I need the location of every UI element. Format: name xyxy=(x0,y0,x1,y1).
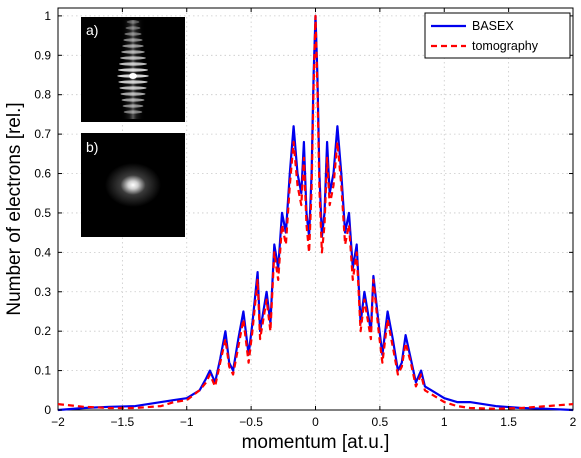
fringe-center xyxy=(129,73,137,79)
x-tick-label: 1 xyxy=(441,415,448,429)
fringe xyxy=(117,68,149,72)
x-tick-label: 0.5 xyxy=(372,415,389,429)
fringe xyxy=(119,86,147,90)
fringe xyxy=(125,26,141,30)
inset-image-b: b) xyxy=(81,133,185,237)
inset-label-a: a) xyxy=(86,22,98,38)
legend-label-basex: BASEX xyxy=(472,19,514,33)
y-tick-label: 0.4 xyxy=(34,245,51,259)
fringe xyxy=(120,56,146,60)
x-axis-label: momentum [at.u.] xyxy=(242,432,390,453)
inset-image-a: a) xyxy=(81,17,185,122)
fringe xyxy=(118,80,148,84)
y-tick-label: 0.3 xyxy=(34,285,51,299)
fringe xyxy=(123,110,143,114)
x-tick-label: −2 xyxy=(51,415,65,429)
fringe xyxy=(121,50,145,54)
x-tick-label: −0.5 xyxy=(239,415,263,429)
y-tick-label: 0.6 xyxy=(34,167,51,181)
y-tick-label: 1 xyxy=(44,9,51,23)
y-tick-label: 0 xyxy=(44,403,51,417)
y-tick-label: 0.5 xyxy=(34,206,51,220)
y-tick-label: 0.9 xyxy=(34,48,51,62)
y-tick-label: 0.7 xyxy=(34,127,51,141)
legend-label-tomography: tomography xyxy=(472,39,539,53)
fringe xyxy=(122,44,144,48)
fringe xyxy=(124,32,142,36)
x-tick-label: 2 xyxy=(570,415,577,429)
x-tick-label: 0 xyxy=(312,415,319,429)
fringe xyxy=(126,20,140,24)
inset-label-b: b) xyxy=(86,139,98,155)
fringe xyxy=(121,98,145,102)
y-tick-label: 0.2 xyxy=(34,324,51,338)
fringe xyxy=(123,38,143,42)
x-tick-label: 1.5 xyxy=(500,415,517,429)
fringe xyxy=(119,62,147,66)
legend: BASEX tomography xyxy=(424,12,571,59)
y-tick-label: 0.1 xyxy=(34,364,51,378)
x-tick-label: −1 xyxy=(180,415,194,429)
fringe xyxy=(122,104,144,108)
fringe xyxy=(120,92,146,96)
series-layer xyxy=(57,14,574,412)
x-tick-label: −1.5 xyxy=(111,415,135,429)
y-axis-label: Number of electrons [rel.] xyxy=(4,102,25,315)
y-tick-label: 0.8 xyxy=(34,88,51,102)
ticks: −2 −1.5 −1 −0.5 0 0.5 1 1.5 2 0 0.1 0.2 0.3 0.4 0.5 0.6… xyxy=(34,8,577,429)
series-line-tomography xyxy=(57,14,574,410)
